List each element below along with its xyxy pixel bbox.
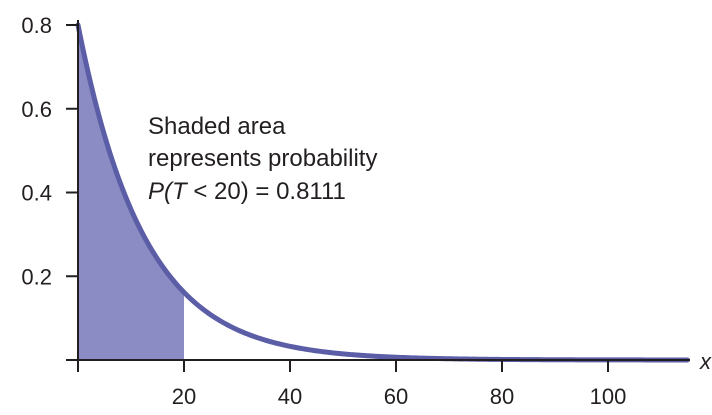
annotation-line-3: P(T < 20) = 0.8111 <box>148 178 346 205</box>
annotation-line-1: Shaded area <box>148 113 286 140</box>
annotation-prob-value: < 20) = 0.8111 <box>187 178 346 205</box>
y-tick-label-0.4: 0.4 <box>21 181 52 206</box>
y-tick-label-0.2: 0.2 <box>21 264 52 289</box>
x-axis-label: x <box>699 349 712 374</box>
x-tick-label-100: 100 <box>590 384 627 409</box>
annotation-line-2: represents probability <box>148 145 377 172</box>
axis-ticks: 20 40 60 80 100 0.2 0.4 0.6 0.8 <box>21 13 626 409</box>
shaded-probability-area <box>78 25 184 360</box>
annotation-prob-prefix: P( <box>148 178 175 205</box>
y-tick-label-0.6: 0.6 <box>21 97 52 122</box>
annotation-prob-variable: T <box>172 178 189 205</box>
x-tick-label-20: 20 <box>172 384 196 409</box>
x-tick-label-40: 40 <box>278 384 302 409</box>
x-tick-label-80: 80 <box>490 384 514 409</box>
x-tick-label-60: 60 <box>384 384 408 409</box>
y-tick-label-0.8: 0.8 <box>21 13 52 38</box>
